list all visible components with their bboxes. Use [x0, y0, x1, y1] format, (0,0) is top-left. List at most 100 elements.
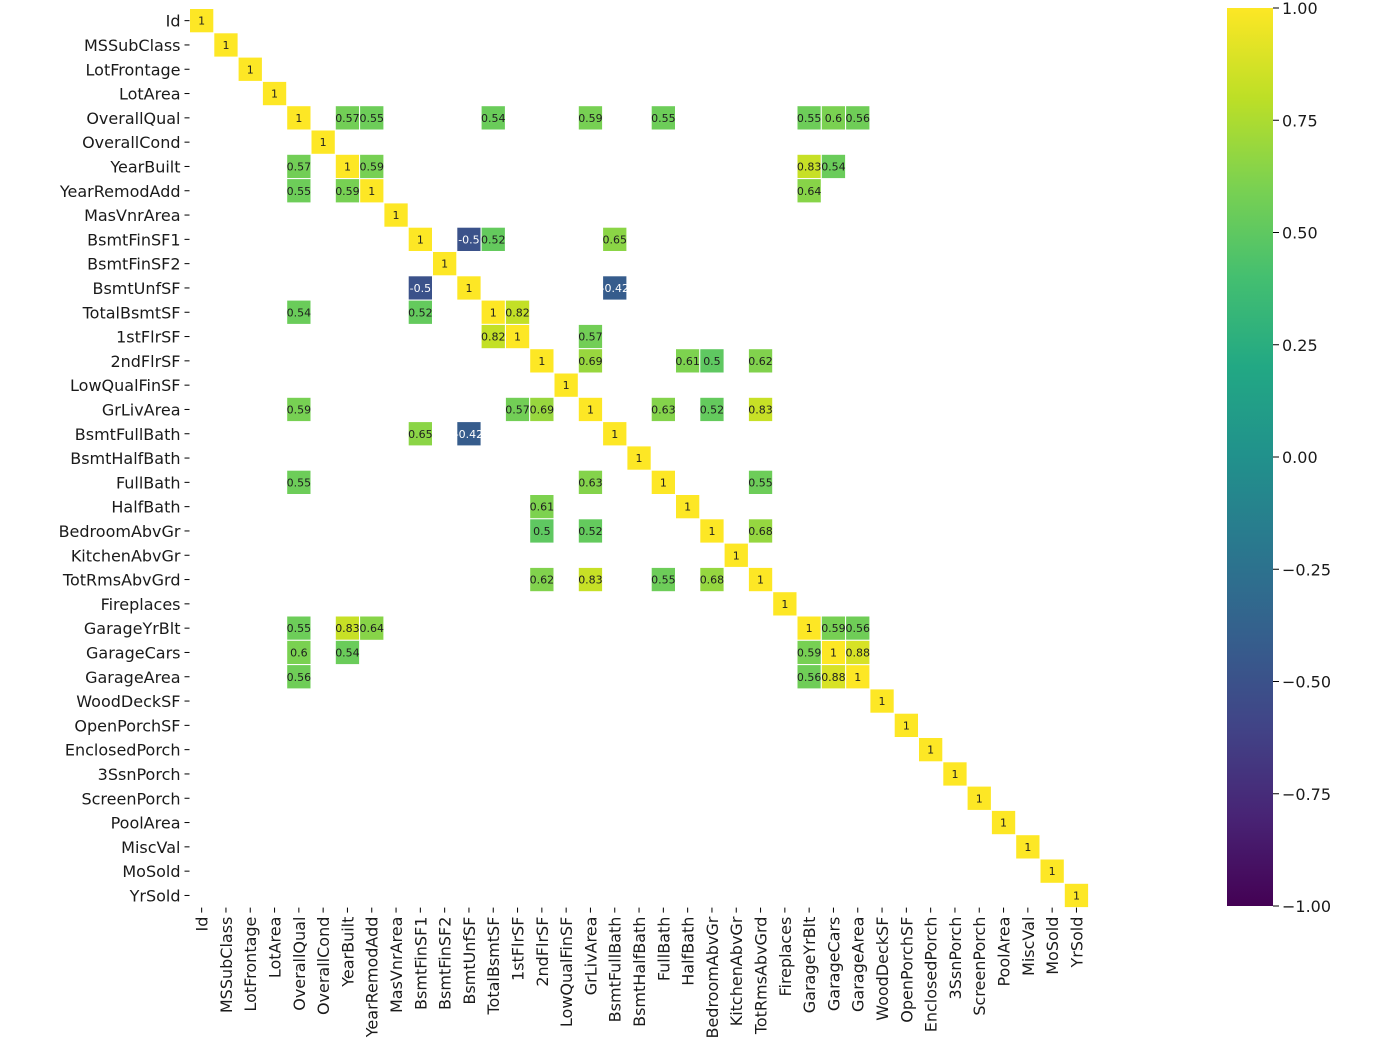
cell-value-label: 0.68: [748, 525, 773, 538]
cell-value-label: 0.59: [578, 112, 603, 125]
heatmap-cell: [334, 105, 361, 131]
cell-value-label: 1: [1049, 865, 1056, 878]
cell-value-label: 1: [222, 39, 229, 52]
y-tick-label: BsmtHalfBath: [70, 449, 180, 468]
cell-value-label: 0.82: [481, 331, 506, 344]
y-tick-label: GarageCars: [86, 643, 180, 662]
heatmap-cell: [577, 396, 604, 423]
heatmap-cell: [796, 153, 822, 180]
heatmap-cell: [359, 615, 385, 641]
x-tick-label: GarageArea: [849, 917, 868, 1012]
cell-value-label: 1: [951, 768, 958, 781]
cell-value-label: 0.54: [335, 646, 360, 659]
heatmap-cell: [286, 105, 312, 131]
cell-value-label: 1: [684, 501, 691, 514]
heatmap-cell: [456, 421, 482, 447]
heatmap-cell: [359, 105, 385, 131]
x-tick-label: MoSold: [1043, 917, 1062, 975]
heatmap-cell: [577, 469, 604, 496]
heatmap-cell: [504, 396, 531, 423]
cell-value-label: 0.82: [505, 306, 530, 319]
x-tick-label: EnclosedPorch: [922, 917, 941, 1033]
heatmap-cell: [577, 105, 604, 131]
cell-value-label: 0.83: [748, 403, 773, 416]
cell-value-label: 0.62: [530, 574, 555, 587]
x-tick-label: FullBath: [654, 917, 673, 982]
y-tick-label: GarageYrBlt: [84, 619, 181, 638]
cell-value-label: 1: [806, 622, 813, 635]
heatmap-cell: [893, 712, 920, 739]
cell-value-label: 0.59: [335, 185, 360, 198]
y-tick-label: LotFrontage: [86, 60, 181, 79]
y-tick-label: OpenPorchSF: [74, 716, 180, 735]
cell-value-label: 0.55: [287, 622, 312, 635]
x-tick-label: MiscVal: [1019, 917, 1038, 976]
y-tick-label: GarageArea: [85, 668, 180, 687]
heatmap-cell: [747, 348, 774, 374]
heatmap-cell: [747, 566, 774, 593]
heatmap-cell: [529, 566, 555, 593]
heatmap-cell: [480, 323, 506, 350]
y-tick-label: 1stFlrSF: [116, 328, 180, 347]
cell-value-label: 1: [344, 160, 351, 173]
heatmap-cell: [504, 299, 531, 325]
y-tick-label: MSSubClass: [84, 36, 181, 55]
y-tick-label: LotArea: [119, 85, 181, 104]
cell-value-label: 0.65: [408, 428, 433, 441]
y-tick-label: ScreenPorch: [81, 789, 180, 808]
colorbar-tick-label: −1.00: [1282, 897, 1331, 916]
x-tick-label: YrSold: [1067, 917, 1086, 969]
cell-value-label: 1: [587, 403, 594, 416]
heatmap-cell: [845, 664, 871, 690]
cell-value-label: 0.83: [335, 622, 360, 635]
heatmap-cell: [310, 129, 336, 155]
x-tick-label: YearRemodAdd: [363, 917, 382, 1039]
y-tick-label: HalfBath: [111, 498, 180, 517]
cell-value-label: 0.59: [287, 403, 312, 416]
heatmap-cell: [650, 105, 677, 131]
heatmap-cell: [1063, 882, 1090, 909]
heatmap-cell: [820, 615, 847, 641]
heatmap-cell: [650, 566, 677, 593]
cell-value-label: 1: [465, 282, 472, 295]
heatmap-cell: [407, 299, 434, 325]
cell-value-label: 0.88: [821, 671, 846, 684]
heatmap-cell: [577, 518, 604, 544]
y-tick-label: LowQualFinSF: [70, 376, 180, 395]
heatmap-cell: [699, 396, 725, 423]
cell-value-label: 1: [320, 136, 327, 149]
heatmap-cell: [480, 226, 506, 252]
heatmap-cell: [480, 105, 506, 131]
cell-value-label: 0.55: [651, 112, 676, 125]
heatmap-cell: [237, 56, 263, 82]
heatmap-cell: [845, 639, 871, 666]
colorbar-tick-label: −0.25: [1282, 560, 1331, 579]
y-tick-label: WoodDeckSF: [76, 692, 180, 711]
x-tick-label: OverallQual: [290, 917, 309, 1011]
cell-value-label: 1: [247, 63, 254, 76]
cell-value-label: 1: [441, 258, 448, 271]
y-tick-label: FullBath: [116, 473, 181, 492]
y-tick-label: MoSold: [122, 862, 180, 881]
cell-value-label: -0.42: [455, 428, 483, 441]
cell-value-label: 1: [1073, 889, 1080, 902]
cell-value-label: 0.57: [335, 112, 360, 125]
cell-value-label: 0.61: [530, 501, 555, 514]
cell-value-label: 0.59: [797, 646, 822, 659]
cell-value-label: 0.5: [533, 525, 551, 538]
cell-value-label: -0.5: [458, 233, 479, 246]
heatmap-cell: [286, 299, 312, 325]
cell-value-label: 0.56: [846, 112, 871, 125]
heatmap-cell: [529, 494, 555, 520]
heatmap-cell: [1039, 858, 1065, 884]
x-tick-label: LotArea: [266, 917, 285, 979]
cell-value-label: 0.5: [703, 355, 721, 368]
cell-value-label: 0.55: [797, 112, 822, 125]
heatmap-cell: [286, 469, 312, 496]
heatmap-cell: [577, 566, 604, 593]
cell-value-label: 1: [563, 379, 570, 392]
heatmap-cell: [407, 421, 434, 447]
cell-value-label: 0.6: [290, 646, 308, 659]
cell-value-label: 1: [368, 185, 375, 198]
